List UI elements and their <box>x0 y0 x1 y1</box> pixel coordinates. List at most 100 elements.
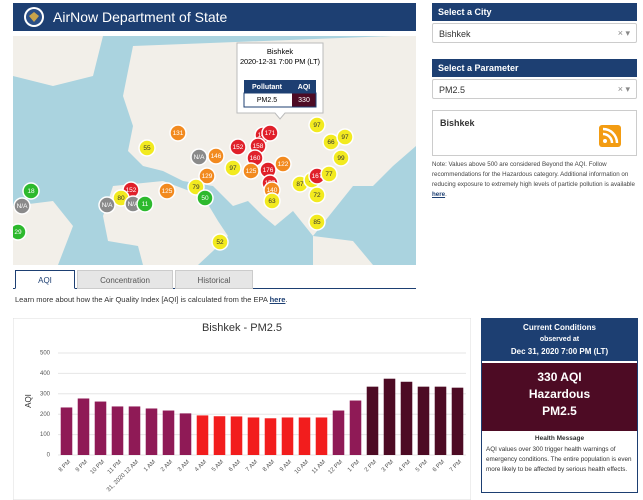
bar[interactable] <box>247 417 260 455</box>
parameter-select[interactable]: PM2.5 × ▾ <box>432 79 637 99</box>
popup-row <box>243 92 317 108</box>
current-aqi: 330 AQI <box>537 370 582 384</box>
marker[interactable] <box>336 128 354 146</box>
tab[interactable]: AQI <box>15 270 75 289</box>
bar[interactable] <box>451 387 464 455</box>
bar[interactable] <box>213 416 226 455</box>
health-title: Health Message <box>534 435 585 442</box>
marker[interactable] <box>138 139 156 157</box>
tab-bar: AQI Concentration Historical <box>13 270 416 289</box>
marker-label: 52 <box>216 239 224 246</box>
marker-label: 55 <box>143 145 151 152</box>
marker[interactable] <box>13 197 31 215</box>
marker[interactable] <box>308 116 326 134</box>
marker[interactable] <box>274 155 292 173</box>
marker[interactable] <box>308 186 326 204</box>
marker[interactable] <box>320 165 338 183</box>
rss-icon[interactable] <box>599 125 621 147</box>
marker-label: 122 <box>278 161 289 168</box>
header-title: AirNow Department of State <box>53 9 228 25</box>
marker-label: 171 <box>265 130 276 137</box>
marker[interactable] <box>196 189 214 207</box>
marker[interactable] <box>211 233 229 251</box>
popup-head <box>244 80 316 93</box>
y-tick-label: 300 <box>40 391 51 397</box>
popup-time: 2020-12-31 7:00 PM (LT) <box>240 57 321 66</box>
bar[interactable] <box>196 415 209 455</box>
bar[interactable] <box>145 408 158 455</box>
popup-aqi: 330 <box>298 97 310 104</box>
marker[interactable] <box>198 167 216 185</box>
marker[interactable] <box>169 124 187 142</box>
select-arrows: × ▾ <box>617 28 630 38</box>
current-aqi-box: 330 AQI Hazardous PM2.5 <box>482 363 637 431</box>
marker-label: 77 <box>325 171 333 178</box>
bar[interactable] <box>111 406 124 455</box>
bar[interactable] <box>383 378 396 455</box>
marker[interactable] <box>263 192 281 210</box>
bar[interactable] <box>264 418 277 455</box>
bar[interactable] <box>60 407 73 455</box>
marker[interactable] <box>229 138 247 156</box>
marker[interactable] <box>332 149 350 167</box>
header: AirNow Department of State <box>13 3 416 31</box>
bar[interactable] <box>400 381 413 455</box>
bar[interactable] <box>230 416 243 455</box>
map[interactable]: 9766979955131152143171158160N/A146971251… <box>13 36 416 265</box>
marker-label: N/A <box>17 203 29 210</box>
bar[interactable] <box>281 417 294 455</box>
tab[interactable]: Concentration <box>77 270 173 289</box>
marker[interactable] <box>308 213 326 231</box>
learn-link[interactable]: here <box>269 295 286 304</box>
marker-label: 146 <box>211 153 222 160</box>
bar[interactable] <box>77 398 90 455</box>
marker-label: 50 <box>201 195 209 202</box>
bar[interactable] <box>434 386 447 455</box>
popup-head-aqi: AQI <box>298 84 311 91</box>
marker-label: 176 <box>263 167 274 174</box>
current-category: Hazardous <box>528 387 591 401</box>
marker[interactable] <box>136 195 154 213</box>
bar[interactable] <box>128 406 141 455</box>
bar[interactable] <box>366 386 379 455</box>
note-link[interactable]: here <box>432 191 446 198</box>
marker[interactable] <box>22 182 40 200</box>
marker[interactable] <box>98 196 116 214</box>
current-panel: Current Conditions observed at Dec 31, 2… <box>481 318 638 493</box>
marker[interactable] <box>207 147 225 165</box>
city-select[interactable]: Bishkek × ▾ <box>432 23 637 43</box>
marker-label: 99 <box>337 155 345 162</box>
marker-label: N/A <box>128 201 140 208</box>
bar[interactable] <box>315 417 328 455</box>
bar[interactable] <box>179 413 192 455</box>
current-header: Current Conditions observed at Dec 31, 2… <box>482 319 637 361</box>
marker[interactable] <box>242 162 260 180</box>
popup-head-pollutant: Pollutant <box>252 84 283 91</box>
marker-label: 152 <box>126 187 137 194</box>
marker[interactable] <box>158 182 176 200</box>
marker[interactable] <box>190 148 208 166</box>
current-pollutant: PM2.5 <box>542 404 577 418</box>
bar[interactable] <box>332 410 345 455</box>
feed-title: Bishkek <box>440 118 475 128</box>
chart-title: Bishkek - PM2.5 <box>202 322 282 334</box>
marker-label: 66 <box>327 139 335 146</box>
bar[interactable] <box>349 400 362 455</box>
bar[interactable] <box>417 386 430 455</box>
marker[interactable] <box>224 159 242 177</box>
marker-label: 160 <box>250 155 261 162</box>
tab[interactable]: Historical <box>175 270 253 289</box>
marker-label: 11 <box>142 201 149 208</box>
bar[interactable] <box>94 401 107 455</box>
parameter-value: PM2.5 <box>439 85 466 95</box>
marker[interactable] <box>13 223 27 241</box>
bar[interactable] <box>162 410 175 455</box>
seal <box>24 7 44 27</box>
marker[interactable] <box>261 124 279 142</box>
popup-city: Bishkek <box>267 47 294 56</box>
marker-label: 152 <box>233 144 244 151</box>
observed-label: observed at <box>539 336 580 343</box>
marker-label: N/A <box>194 154 206 161</box>
bar[interactable] <box>298 417 311 455</box>
